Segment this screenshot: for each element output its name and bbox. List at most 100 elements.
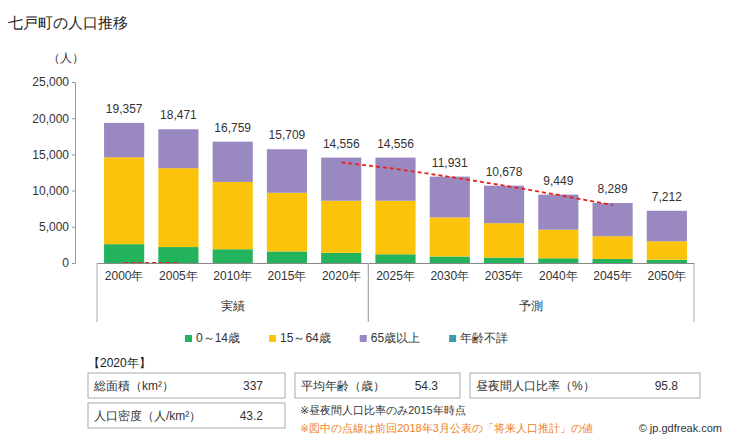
x-tick: 2020年: [322, 263, 361, 283]
total-label: 14,556: [377, 137, 414, 151]
info-label: 昼夜間人口比率（%）: [476, 379, 595, 393]
bar-segment: [430, 177, 470, 218]
bar-segment: [104, 244, 144, 263]
group-label: 予測: [519, 299, 543, 313]
x-tick-label: 2005年: [159, 269, 198, 283]
x-tick: 2000年: [105, 263, 144, 283]
bar-segment: [375, 157, 415, 158]
legend-swatch: [269, 335, 276, 342]
bar-segment: [213, 142, 253, 182]
total-label: 15,709: [269, 128, 306, 142]
x-tick: 2005年: [159, 263, 198, 283]
legend: 0～14歳 15～64歳 65歳以上 年齢不詳: [185, 331, 508, 345]
x-axis-line: [98, 263, 695, 264]
total-label: 8,289: [598, 182, 628, 196]
legend-swatch: [185, 335, 192, 342]
total-label: 9,449: [543, 174, 573, 188]
legend-swatch: [360, 335, 367, 342]
info-note: ※昼夜間人口比率のみ2015年時点: [300, 404, 466, 416]
x-tick-label: 2000年: [105, 269, 144, 283]
info-cell: [295, 373, 460, 398]
info-value: 95.8: [655, 379, 679, 393]
x-tick-label: 2040年: [539, 269, 578, 283]
info-box: 【2020年】総面積（km²） 337 平均年齢（歳） 54.3 昼夜間人口比率（%） 9…: [88, 356, 722, 434]
bar-segment: [538, 258, 578, 263]
total-label: 18,471: [160, 108, 197, 122]
bar-segment: [484, 223, 524, 257]
bar-segment: [430, 256, 470, 263]
info-value: 337: [243, 379, 263, 393]
data-labels: 19,35718,47116,75915,70914,55614,55611,9…: [106, 102, 682, 204]
bar-segment: [321, 253, 361, 263]
x-tick: 2010年: [213, 263, 252, 283]
bar-segment: [267, 149, 307, 193]
bar-segment: [430, 176, 470, 177]
bar-segment: [158, 247, 198, 263]
x-tick-label: 2045年: [593, 269, 632, 283]
credit: © jp.gdfreak.com: [639, 422, 722, 434]
info-value: 43.2: [240, 409, 264, 423]
bar-segment: [104, 123, 144, 157]
info-value: 54.3: [415, 379, 439, 393]
y-tick-label: 20,000: [32, 112, 69, 126]
y-tick: 20,000: [32, 112, 75, 126]
bar-segment: [593, 236, 633, 259]
total-label: 10,678: [486, 165, 523, 179]
x-tick-label: 2050年: [648, 269, 687, 283]
bar-segment: [375, 254, 415, 263]
group-separator: [368, 263, 369, 322]
y-tick: 10,000: [32, 184, 75, 198]
bar-segment: [647, 210, 687, 211]
info-note: ※図中の点線は前回2018年3月公表の「将来人口推計」の値: [300, 422, 593, 434]
title: 七戸町の人口推移: [8, 14, 128, 31]
y-tick-mark: [72, 82, 75, 83]
x-tick-label: 2030年: [430, 269, 469, 283]
y-tick-mark: [72, 263, 75, 264]
legend-label: 0～14歳: [196, 331, 240, 345]
x-tick-label: 2035年: [485, 269, 524, 283]
total-label: 16,759: [214, 121, 251, 135]
y-tick-mark: [72, 154, 75, 155]
info-heading: 【2020年】: [88, 356, 151, 370]
bar-segment: [213, 249, 253, 263]
bar-segment: [375, 158, 415, 201]
group-label: 実績: [221, 299, 245, 313]
projection-line: [124, 162, 612, 263]
bar-segment: [484, 258, 524, 263]
x-axis: 2000年2005年2010年2015年2020年2025年2030年2035年…: [98, 263, 695, 283]
legend-label: 65歳以上: [371, 331, 420, 345]
bar-segment: [104, 157, 144, 244]
x-tick: 2025年: [376, 263, 415, 283]
chart-svg: 七戸町の人口推移（人）05,00010,00015,00020,00025,00…: [0, 0, 730, 446]
legend-label: 年齢不詳: [460, 331, 508, 345]
y-tick-label: 25,000: [32, 75, 69, 89]
y-tick-mark: [72, 118, 75, 119]
y-tick-label: 15,000: [32, 148, 69, 162]
info-label: 平均年齢（歳）: [301, 379, 385, 393]
total-label: 7,212: [652, 190, 682, 204]
x-tick-label: 2025年: [376, 269, 415, 283]
x-tick-label: 2020年: [322, 269, 361, 283]
y-axis: 05,00010,00015,00020,00025,000: [32, 75, 75, 270]
info-label: 総面積（km²）: [93, 379, 174, 393]
x-tick: 2030年: [430, 263, 469, 283]
bar-segment: [647, 241, 687, 259]
bar-segment: [267, 251, 307, 263]
bar-segment: [104, 122, 144, 123]
bar-segment: [593, 203, 633, 236]
group-separator: [97, 263, 98, 322]
y-tick-mark: [72, 227, 75, 228]
bar-segment: [213, 182, 253, 249]
y-axis-line: [72, 83, 76, 264]
total-label: 11,931: [432, 156, 468, 170]
legend-label: 15～64歳: [280, 331, 331, 345]
bar-segment: [158, 129, 198, 168]
y-tick: 25,000: [32, 75, 75, 89]
bar-segment: [267, 149, 307, 150]
bar-segment: [321, 201, 361, 253]
x-tick: 2040年: [539, 263, 578, 283]
bar-segment: [647, 211, 687, 241]
y-tick-label: 0: [62, 256, 69, 270]
x-tick: 2035年: [485, 263, 524, 283]
bar-segment: [267, 193, 307, 252]
